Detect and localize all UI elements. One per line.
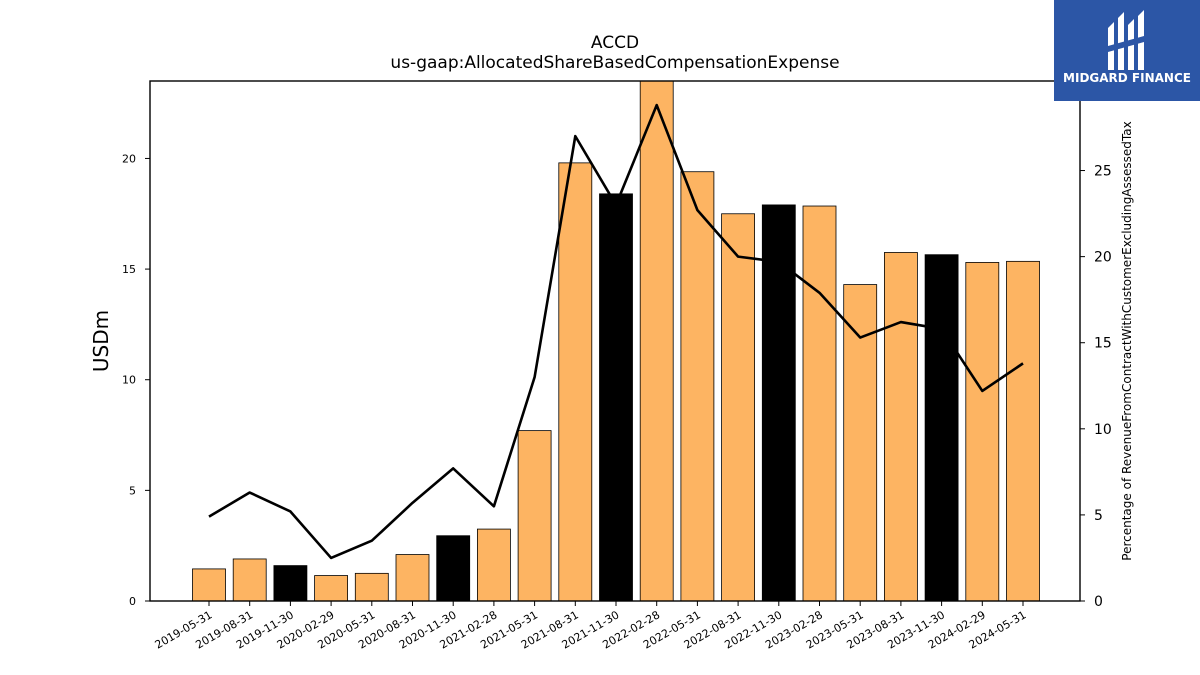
- y2-tick-label: 20: [1094, 250, 1112, 266]
- bar-2021-02-28: [476, 528, 511, 602]
- bar-2024-05-31: [1006, 260, 1040, 602]
- y2-tick-label: 15: [1094, 336, 1112, 352]
- y-tick-label: 0: [129, 595, 136, 608]
- bar-2022-05-31: [680, 171, 715, 602]
- y-tick-label: 15: [122, 263, 136, 276]
- bar-2023-11-30: [924, 254, 959, 602]
- plot-frame: [149, 80, 1081, 602]
- y2-tick-label: 0: [1094, 594, 1103, 610]
- x-axis: 2019-05-312019-08-312019-11-302020-02-29…: [153, 601, 1029, 652]
- y-tick-label: 10: [122, 374, 136, 387]
- left-y-axis: 0 5 10 15 20: [122, 152, 150, 608]
- y-axis-label: USDm: [89, 310, 113, 372]
- y2-tick-label: 25: [1094, 164, 1112, 180]
- brand-logo: MIDGARD FINANCE: [1054, 0, 1200, 101]
- right-y-axis: 0 5 10 15 20 25: [1080, 164, 1112, 610]
- bar-2019-08-31: [232, 558, 267, 602]
- bar-2021-05-31: [517, 430, 552, 602]
- bar-2019-11-30: [273, 565, 308, 602]
- y-tick-label: 20: [122, 152, 136, 165]
- bar-2019-05-31: [192, 568, 226, 602]
- y2-axis-label: Percentage of RevenueFromContractWithCus…: [1120, 121, 1134, 560]
- line-series: [208, 103, 1024, 560]
- chart-subtitle: us-gaap:AllocatedShareBasedCompensationE…: [390, 53, 839, 73]
- line-path: [208, 103, 1024, 560]
- bar-2020-11-30: [436, 535, 471, 602]
- bar-2021-08-31: [558, 162, 593, 602]
- bar-2020-02-29: [314, 575, 349, 602]
- bar-2020-05-31: [354, 572, 389, 602]
- bar-2023-02-28: [802, 205, 837, 602]
- bar-series: [192, 80, 1040, 602]
- bar-2022-11-30: [761, 204, 796, 602]
- brand-name: MIDGARD FINANCE: [1063, 71, 1191, 85]
- logo-background: [1054, 0, 1200, 101]
- bar-2020-08-31: [395, 554, 430, 602]
- y2-tick-label: 5: [1094, 508, 1103, 524]
- logo-mark-icon: [1108, 10, 1144, 70]
- bar-2022-02-28: [639, 80, 674, 602]
- bar-2022-08-31: [721, 213, 755, 602]
- y2-tick-label: 10: [1094, 422, 1112, 438]
- chart-title: ACCD: [591, 33, 639, 53]
- bar-2023-08-31: [884, 252, 918, 602]
- bar-2024-02-29: [965, 262, 1000, 602]
- bar-2021-11-30: [599, 193, 633, 602]
- y-tick-label: 5: [129, 484, 136, 497]
